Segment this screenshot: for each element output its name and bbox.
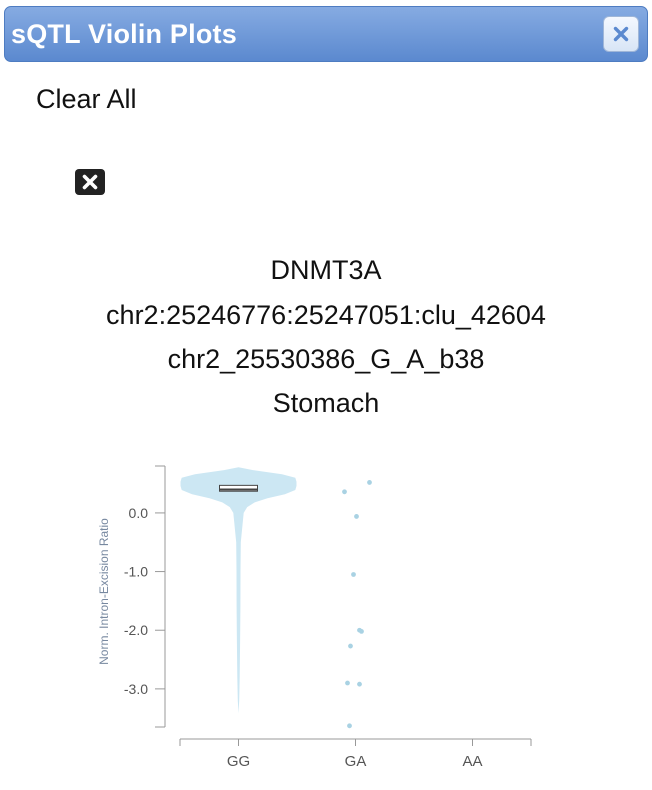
close-dialog-button[interactable] [603,16,639,52]
dialog-titlebar: sQTL Violin Plots [4,6,648,62]
close-icon [613,26,629,42]
remove-plot-button[interactable] [75,169,105,195]
y-tick-label: -3.0 [124,681,148,697]
data-point [345,680,350,686]
plot-title-variant: chr2_25530386_G_A_b38 [167,344,485,374]
dialog-title: sQTL Violin Plots [11,19,237,49]
iqr-box [219,484,258,492]
violin-GG [180,467,297,714]
violin-chart: 0.0 -1.0 -2.0 -3.0 Norm. Intron-Excision Rat… [97,465,532,770]
x-tick-label: GG [227,753,250,770]
y-axis-label: Norm. Intron-Excision Ratio [97,518,111,665]
plot-title-phenotype: chr2:25246776:25247051:clu_42604 [106,300,546,330]
data-point [357,681,362,687]
data-point [348,643,353,649]
y-tick-label: -2.0 [124,622,148,638]
plot-title-tissue: Stomach [272,388,380,418]
y-tick-label: 0.0 [129,505,149,521]
y-tick-label: -1.0 [124,564,148,580]
clear-all-link[interactable]: Clear All [36,84,137,114]
plot-title-gene: DNMT3A [270,255,382,285]
data-point [367,480,372,485]
close-icon [82,174,98,190]
data-point [359,628,364,634]
data-point [347,723,352,729]
data-point [342,489,347,495]
x-tick-label: GA [345,753,367,770]
data-point [354,514,359,519]
x-tick-label: AA [462,753,482,770]
data-point [351,572,356,577]
